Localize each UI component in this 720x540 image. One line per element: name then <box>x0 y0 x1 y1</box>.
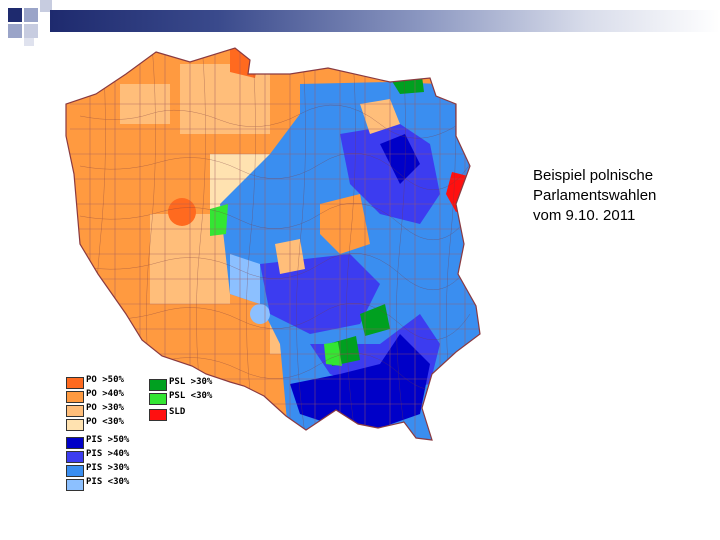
caption-line-3: vom 9.10. 2011 <box>533 207 636 224</box>
legend-label: PIS >30% <box>86 463 130 473</box>
caption-line-2: Parlamentswahlen <box>533 187 657 204</box>
legend-swatch <box>66 419 84 431</box>
legend-label: PSL <30% <box>169 391 213 401</box>
legend-swatch <box>66 479 84 491</box>
legend-swatch <box>66 465 84 477</box>
deco-square-4 <box>8 24 22 38</box>
deco-square-2 <box>24 8 38 22</box>
legend-swatch <box>66 377 84 389</box>
legend-swatch <box>149 409 167 421</box>
legend-swatch <box>66 405 84 417</box>
legend-label: PIS >50% <box>86 435 130 445</box>
legend-label: PO >30% <box>86 403 124 413</box>
map-caption: Beispiel polnische Parlamentswahlen vom … <box>533 166 713 226</box>
legend-swatch <box>66 451 84 463</box>
deco-square-5 <box>24 24 38 38</box>
legend-label: PO >40% <box>86 389 124 399</box>
header-gradient-bar <box>50 10 720 32</box>
legend-swatch <box>149 379 167 391</box>
legend-label: SLD <box>169 407 186 417</box>
legend-swatch <box>66 437 84 449</box>
deco-square-6 <box>24 38 34 46</box>
poland-election-map <box>65 47 481 441</box>
legend-label: PIS >40% <box>86 449 130 459</box>
legend-swatch <box>66 391 84 403</box>
legend-label: PIS <30% <box>86 477 130 487</box>
deco-square-3 <box>40 0 52 12</box>
legend-label: PSL >30% <box>169 377 213 387</box>
legend-label: PO >50% <box>86 375 124 385</box>
deco-square-1 <box>8 8 22 22</box>
legend-label: PO <30% <box>86 417 124 427</box>
caption-line-1: Beispiel polnische <box>533 167 654 184</box>
legend-swatch <box>149 393 167 405</box>
